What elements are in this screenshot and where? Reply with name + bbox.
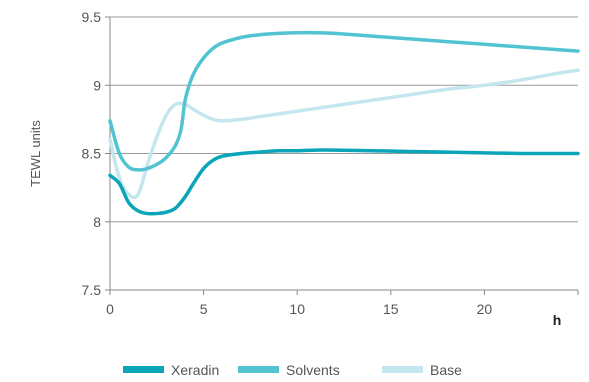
y-tick-label: 9 xyxy=(93,77,101,93)
x-axis-unit-label: h xyxy=(553,312,562,328)
legend-swatch xyxy=(238,366,279,373)
legend-label: Solvents xyxy=(286,362,340,378)
x-tick-label: 15 xyxy=(383,301,399,317)
legend-swatch xyxy=(123,366,164,373)
legend-label: Base xyxy=(430,362,462,378)
legend-label: Xeradin xyxy=(171,362,219,378)
y-tick-label: 7.5 xyxy=(82,282,102,298)
legend: Xeradin Solvents Base xyxy=(123,362,462,378)
y-axis-title: TEWL units xyxy=(28,120,43,187)
x-tick-label: 5 xyxy=(200,301,208,317)
x-tick-label: 10 xyxy=(289,301,305,317)
y-tick-label: 8.5 xyxy=(82,146,102,162)
legend-item-xeradin: Xeradin xyxy=(123,362,219,378)
x-tick-labels: 0 5 10 15 20 xyxy=(106,290,579,317)
legend-swatch xyxy=(382,366,423,373)
series-lines xyxy=(108,30,580,216)
y-tick-label: 8 xyxy=(93,214,101,230)
legend-item-base: Base xyxy=(382,362,462,378)
x-tick-label: 20 xyxy=(477,301,493,317)
series-line-xeradin xyxy=(108,148,580,216)
series-line-solvents xyxy=(108,30,580,172)
y-tick-label: 9.5 xyxy=(82,9,102,25)
y-tick-labels: 7.5 8 8.5 9 9.5 xyxy=(82,9,110,298)
x-tick-label: 0 xyxy=(106,301,114,317)
legend-item-solvents: Solvents xyxy=(238,362,340,378)
